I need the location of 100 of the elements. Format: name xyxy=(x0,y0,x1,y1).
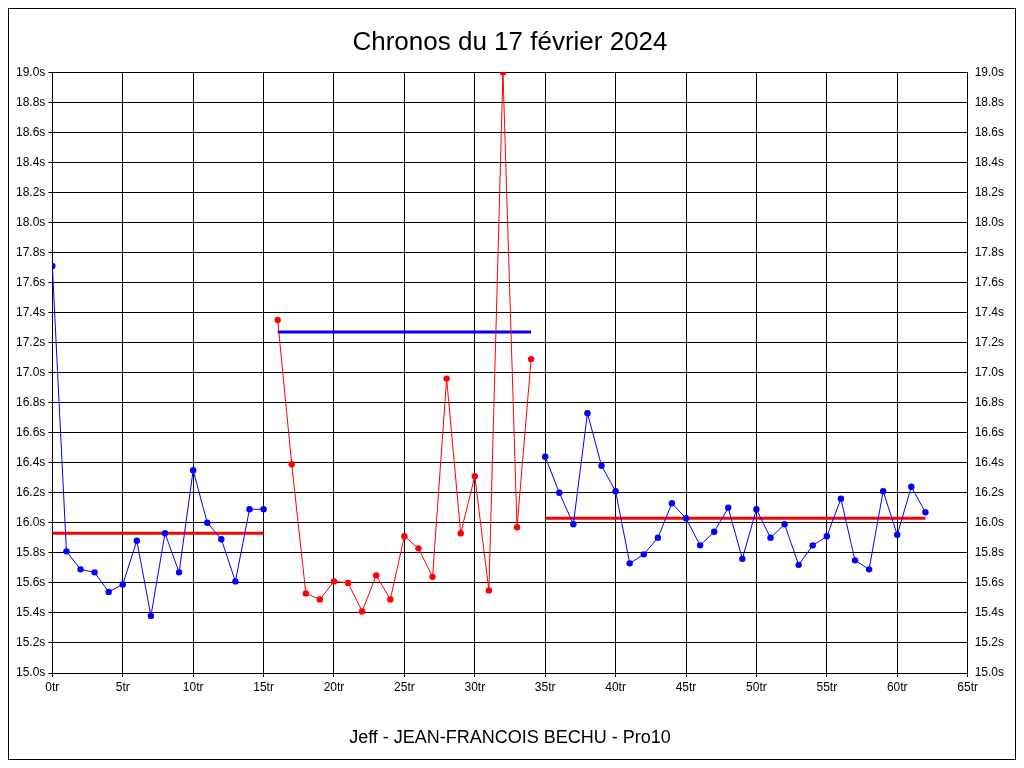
y-tick-label: 19.0s xyxy=(16,64,46,79)
point xyxy=(894,531,901,539)
point xyxy=(640,551,647,558)
x-tick-label: 60tr xyxy=(886,679,908,694)
point xyxy=(204,519,211,526)
point xyxy=(330,578,338,585)
point xyxy=(288,461,295,468)
point xyxy=(570,521,577,528)
point xyxy=(373,572,380,579)
point xyxy=(682,515,690,522)
point xyxy=(725,504,732,511)
point xyxy=(922,509,929,516)
y2-tick-label: 19.0s xyxy=(974,64,1004,79)
y-tick-label: 15.0s xyxy=(16,665,46,680)
y-tick-label: 16.6s xyxy=(16,424,46,439)
x-tick-label: 65tr xyxy=(957,679,978,694)
point xyxy=(189,467,197,474)
y-tick-label: 15.6s xyxy=(16,575,46,590)
y2-tick-label: 15.6s xyxy=(974,575,1004,590)
x-tick-label: 10tr xyxy=(182,679,204,694)
point xyxy=(696,542,704,549)
y2-tick-label: 16.6s xyxy=(974,424,1004,439)
y2-tick-label: 17.8s xyxy=(974,244,1004,259)
point xyxy=(387,596,394,603)
y2-tick-label: 15.2s xyxy=(974,635,1004,650)
point xyxy=(147,612,155,620)
point xyxy=(556,489,563,496)
point xyxy=(879,488,887,495)
y-tick-label: 17.8s xyxy=(16,244,46,259)
point xyxy=(485,587,493,594)
point xyxy=(781,521,788,528)
y-tick-label: 18.8s xyxy=(16,94,46,109)
point xyxy=(302,590,310,597)
point xyxy=(415,545,422,552)
y2-tick-label: 16.8s xyxy=(974,394,1004,409)
point xyxy=(753,506,760,513)
y-tick-label: 18.2s xyxy=(16,184,46,199)
point xyxy=(133,537,141,545)
x-tick-label: 25tr xyxy=(394,679,415,694)
y-tick-label: 16.4s xyxy=(16,455,46,470)
chart-title: Chronos du 17 février 2024 xyxy=(352,25,668,56)
y2-tick-label: 18.4s xyxy=(974,154,1004,169)
point xyxy=(316,596,324,603)
y2-tick-label: 16.4s xyxy=(974,455,1004,470)
y2-tick-label: 17.0s xyxy=(974,364,1004,379)
y-tick-label: 16.2s xyxy=(16,485,46,500)
point xyxy=(246,506,253,513)
point xyxy=(527,355,535,363)
point xyxy=(401,533,408,540)
y2-tick-label: 15.8s xyxy=(974,545,1004,560)
point xyxy=(710,528,718,536)
point xyxy=(612,488,619,495)
x-tick-label: 20tr xyxy=(323,679,345,694)
point xyxy=(232,578,239,585)
point xyxy=(654,534,662,542)
x-tick-label: 45tr xyxy=(675,679,697,694)
x-tick-label: 5tr xyxy=(115,679,130,694)
point xyxy=(584,409,591,417)
x-tick-label: 50tr xyxy=(746,679,767,694)
point xyxy=(457,530,464,537)
y2-tick-label: 18.6s xyxy=(974,124,1004,139)
y-tick-label: 18.6s xyxy=(16,124,46,139)
y-tick-label: 18.4s xyxy=(16,154,46,169)
y-tick-label: 17.0s xyxy=(16,364,46,379)
point xyxy=(175,569,183,576)
y2-tick-label: 18.0s xyxy=(974,214,1004,229)
point xyxy=(513,524,521,531)
y-tick-label: 15.4s xyxy=(16,605,46,620)
point xyxy=(77,566,84,573)
point xyxy=(471,473,478,480)
y2-tick-label: 15.4s xyxy=(974,605,1004,620)
point xyxy=(105,588,112,596)
point xyxy=(344,579,352,587)
y-tick-label: 17.4s xyxy=(16,304,46,319)
point xyxy=(91,569,98,576)
x-axis-title: Jeff - JEAN-FRANCOIS BECHU - Pro10 xyxy=(349,727,671,748)
point xyxy=(739,555,746,563)
point xyxy=(274,316,281,324)
point xyxy=(119,581,126,588)
point xyxy=(358,608,366,615)
y2-tick-label: 16.0s xyxy=(974,515,1004,530)
x-tick-label: 30tr xyxy=(464,679,486,694)
y-tick-label: 17.6s xyxy=(16,274,46,289)
y-tick-label: 18.0s xyxy=(16,214,46,229)
x-tick-label: 15tr xyxy=(253,679,274,694)
point xyxy=(429,573,436,581)
point xyxy=(823,533,831,540)
point xyxy=(668,500,676,507)
point xyxy=(260,506,267,513)
y-tick-label: 16.8s xyxy=(16,394,46,409)
point xyxy=(443,375,450,382)
point xyxy=(837,495,845,502)
point xyxy=(218,536,225,543)
point xyxy=(598,462,605,469)
x-tick-label: 40tr xyxy=(605,679,626,694)
y2-tick-label: 16.2s xyxy=(974,485,1004,500)
point xyxy=(908,483,915,490)
point xyxy=(809,542,816,549)
y-tick-label: 17.2s xyxy=(16,334,46,349)
y2-tick-label: 18.2s xyxy=(974,184,1004,199)
